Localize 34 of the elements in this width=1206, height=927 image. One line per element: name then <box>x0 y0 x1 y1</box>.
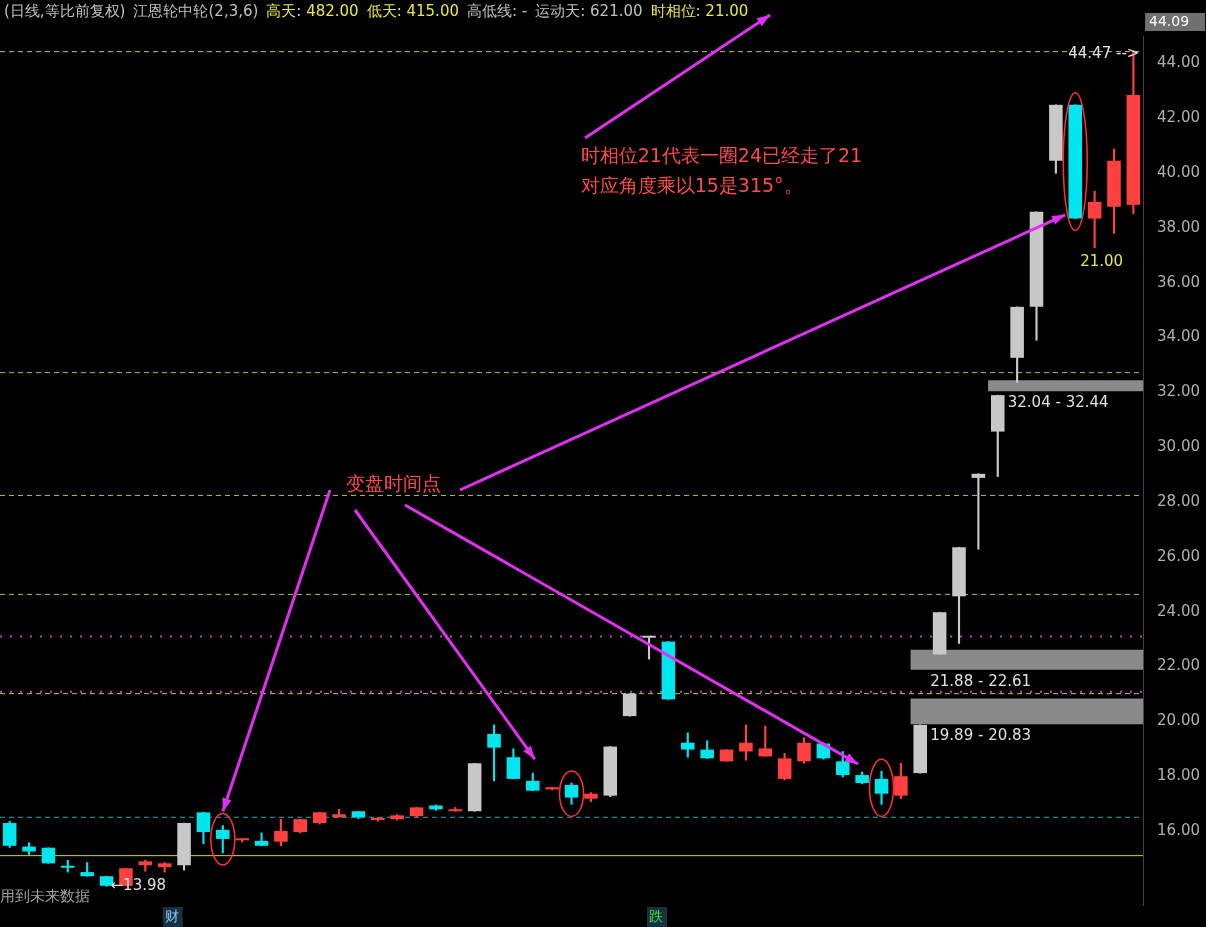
text: 财 <box>164 907 179 924</box>
text: 低天: 415.00 <box>366 2 459 21</box>
text: 跌 <box>649 907 664 924</box>
annotation: 21.00 <box>1080 251 1124 270</box>
band-label: 19.89 - 20.83 <box>930 726 1032 745</box>
y-tick-label: 20.00 <box>1157 711 1201 730</box>
y-tick-label: 34.00 <box>1157 327 1201 346</box>
text: 高天: 482.00 <box>266 2 359 21</box>
y-tick-label: 36.00 <box>1157 272 1201 291</box>
y-tick-label: 26.00 <box>1157 546 1201 565</box>
annotation: ←13.98 <box>110 876 167 895</box>
y-tick-label: 44.00 <box>1157 53 1201 72</box>
y-tick-label: 28.00 <box>1157 491 1201 510</box>
y-tick-label: 30.00 <box>1157 437 1201 456</box>
text: 运动天: 621.00 <box>535 2 643 21</box>
text: 江恩轮中轮(2,3,6) <box>133 2 259 21</box>
y-tick-label: 32.00 <box>1157 382 1201 401</box>
band-label: 21.88 - 22.61 <box>930 671 1032 690</box>
text: 时相位: 21.00 <box>650 2 749 21</box>
annotation: 时相位21代表一圈24已经走了21 <box>580 143 863 166</box>
text: 高低线: - <box>466 2 528 21</box>
chart-title: (日线,等比前复权) <box>4 2 126 21</box>
y-tick-label: 24.00 <box>1157 601 1201 620</box>
y-tick-label: 22.00 <box>1157 656 1201 675</box>
annotation: 对应角度乘以15是315°。 <box>580 173 803 196</box>
y-tick-label: 16.00 <box>1157 820 1201 839</box>
y-tick-label: 18.00 <box>1157 766 1201 785</box>
y-tick-label: 40.00 <box>1157 162 1201 181</box>
y-tick-label: 42.00 <box>1157 108 1201 127</box>
text: 44.09 <box>1149 12 1190 29</box>
band-label: 32.04 - 32.44 <box>1007 393 1109 412</box>
annotation: 变盘时间点 <box>346 471 442 494</box>
y-tick-label: 38.00 <box>1157 217 1201 236</box>
annotation: 用到未来数据 <box>0 886 90 905</box>
